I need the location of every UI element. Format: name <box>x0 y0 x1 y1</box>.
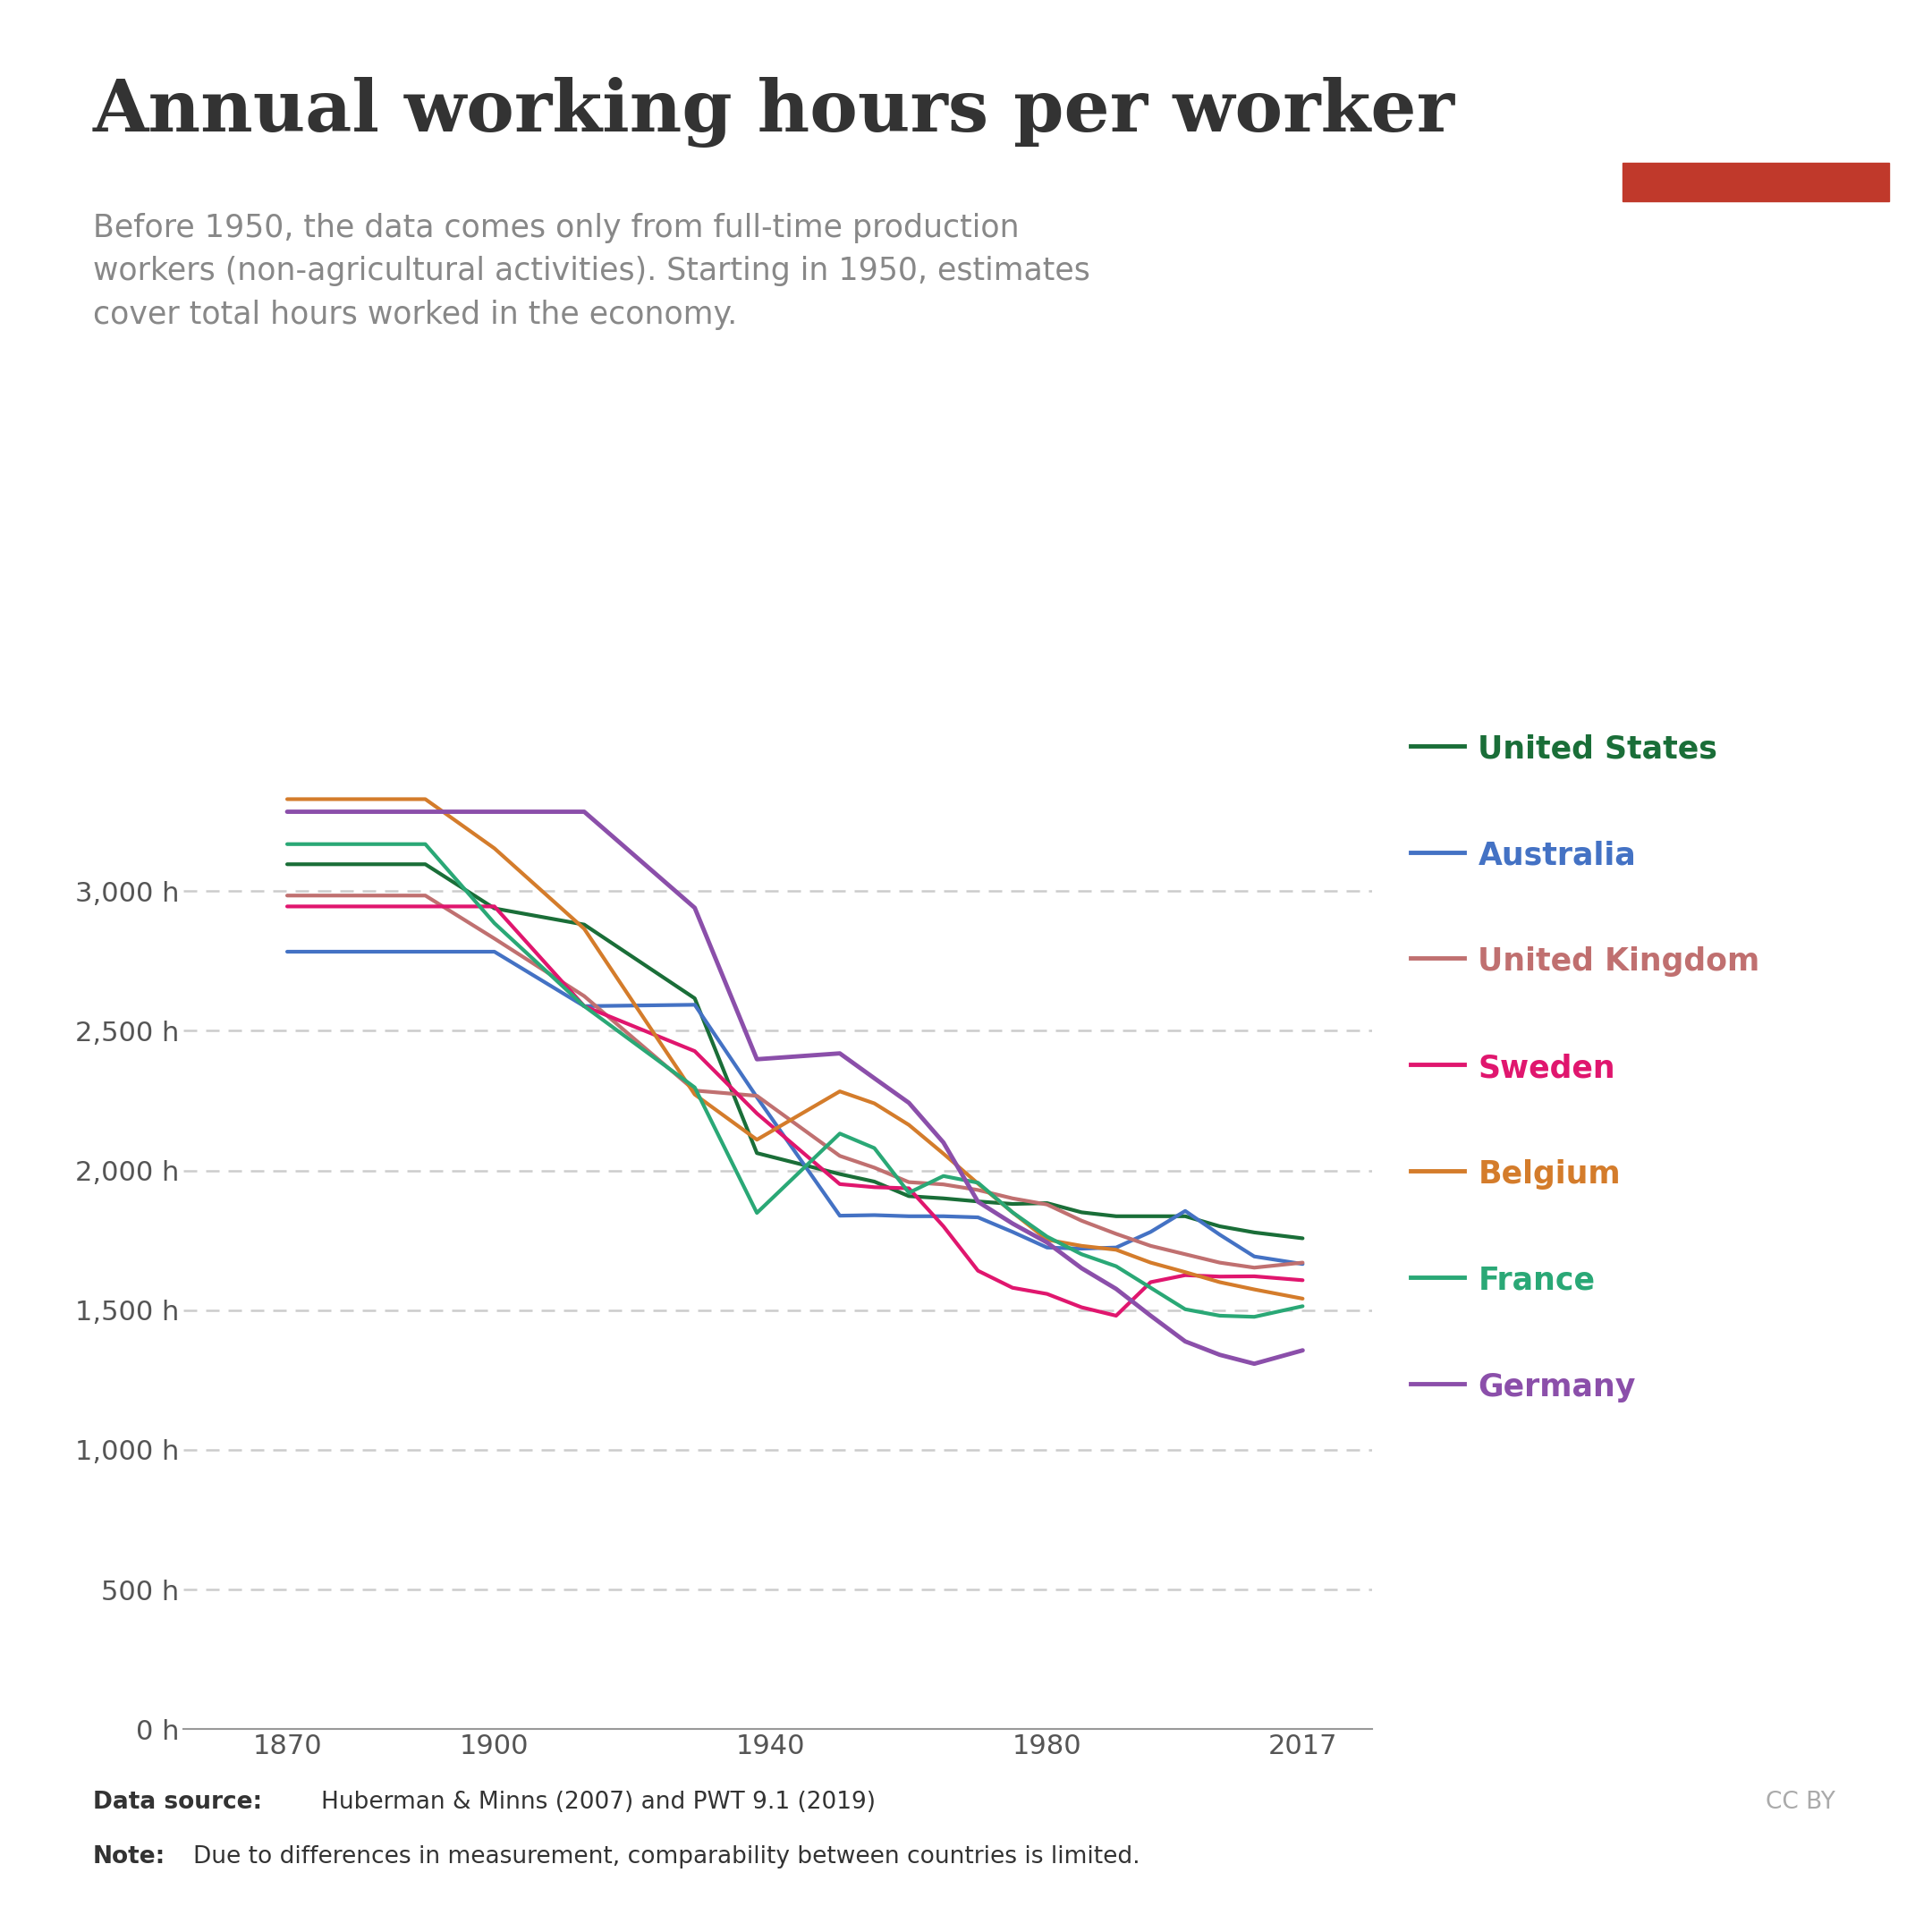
Text: Belgium: Belgium <box>1478 1159 1621 1190</box>
Text: Sweden: Sweden <box>1478 1053 1615 1084</box>
Text: in Data: in Data <box>1714 135 1799 156</box>
Text: Annual working hours per worker: Annual working hours per worker <box>93 77 1455 149</box>
Text: Before 1950, the data comes only from full-time production
workers (non-agricult: Before 1950, the data comes only from fu… <box>93 213 1090 330</box>
Text: United States: United States <box>1478 734 1718 765</box>
Text: Data source:: Data source: <box>93 1791 263 1814</box>
Text: CC BY: CC BY <box>1766 1791 1835 1814</box>
Text: Germany: Germany <box>1478 1372 1636 1403</box>
Text: Due to differences in measurement, comparability between countries is limited.: Due to differences in measurement, compa… <box>193 1845 1140 1868</box>
Bar <box>1623 162 1889 201</box>
Text: United Kingdom: United Kingdom <box>1478 947 1760 978</box>
Text: Huberman & Minns (2007) and PWT 9.1 (2019): Huberman & Minns (2007) and PWT 9.1 (201… <box>321 1791 875 1814</box>
Text: Australia: Australia <box>1478 840 1636 871</box>
Text: Note:: Note: <box>93 1845 166 1868</box>
Text: Our World: Our World <box>1696 54 1816 75</box>
Text: France: France <box>1478 1265 1596 1296</box>
